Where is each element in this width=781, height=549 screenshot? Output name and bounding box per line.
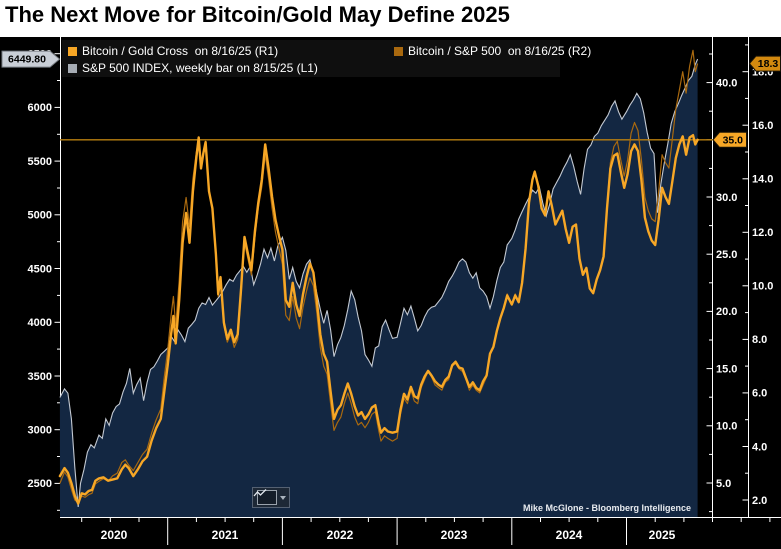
svg-text:30.0: 30.0: [716, 192, 737, 204]
svg-text:6449.80: 6449.80: [8, 54, 46, 66]
svg-text:2025: 2025: [649, 528, 676, 542]
last-value-tag-l1: 6449.80: [1, 50, 61, 68]
r2-axis: 18.016.014.012.010.08.06.04.02.0: [742, 44, 773, 507]
svg-text:2023: 2023: [441, 528, 468, 542]
line-chart-icon: [253, 489, 277, 505]
svg-text:2.0: 2.0: [752, 495, 767, 507]
legend-swatch: [394, 47, 403, 56]
legend-label: Bitcoin / Gold Cross on 8/16/25 (R1): [82, 44, 279, 58]
legend-swatch: [68, 47, 77, 56]
svg-text:6000: 6000: [28, 102, 52, 114]
svg-text:16.0: 16.0: [752, 120, 773, 132]
svg-text:25.0: 25.0: [716, 249, 737, 261]
chevron-down-icon[interactable]: [279, 495, 286, 500]
svg-text:18.3: 18.3: [758, 58, 779, 70]
svg-text:3000: 3000: [28, 425, 52, 437]
svg-text:2500: 2500: [28, 478, 52, 490]
svg-text:10.0: 10.0: [716, 421, 737, 433]
svg-text:2022: 2022: [327, 528, 354, 542]
legend-swatch: [68, 64, 77, 73]
page-title: The Next Move for Bitcoin/Gold May Defin…: [5, 2, 510, 27]
chart-type-button[interactable]: [252, 487, 290, 508]
attribution-text: Mike McGlone - Bloomberg Intelligence: [522, 503, 691, 513]
svg-text:12.0: 12.0: [752, 227, 773, 239]
svg-text:5.0: 5.0: [716, 478, 731, 490]
svg-text:15.0: 15.0: [716, 363, 737, 375]
btc-gold-line: [58, 133, 699, 505]
svg-text:2021: 2021: [212, 528, 239, 542]
chart-legend: Bitcoin / Gold Cross on 8/16/25 (R1) Bitc…: [62, 40, 591, 77]
svg-text:4500: 4500: [28, 263, 52, 275]
sp500-line: [59, 58, 699, 508]
svg-text:10.0: 10.0: [752, 281, 773, 293]
legend-item-l1[interactable]: S&P 500 INDEX, weekly bar on 8/15/25 (L1…: [68, 61, 318, 76]
svg-text:5500: 5500: [28, 156, 52, 168]
svg-text:4000: 4000: [28, 317, 52, 329]
legend-item-r1[interactable]: Bitcoin / Gold Cross on 8/16/25 (R1): [68, 44, 278, 59]
svg-text:5000: 5000: [28, 210, 52, 222]
sp500-area: [59, 59, 698, 517]
legend-item-r2[interactable]: Bitcoin / S&P 500 on 8/16/25 (R2): [394, 44, 591, 59]
x-axis: 2020 2021 2022 2023 2024 2025: [81, 517, 771, 545]
svg-text:3500: 3500: [28, 371, 52, 383]
svg-text:20.0: 20.0: [716, 306, 737, 318]
svg-text:4.0: 4.0: [752, 441, 767, 453]
svg-text:40.0: 40.0: [716, 77, 737, 89]
svg-text:2024: 2024: [556, 528, 583, 542]
svg-text:8.0: 8.0: [752, 334, 767, 346]
last-value-tag-r1: 35.0: [712, 131, 747, 148]
svg-text:6.0: 6.0: [752, 388, 767, 400]
legend-label: S&P 500 INDEX, weekly bar on 8/15/25 (L1…: [82, 61, 318, 75]
svg-text:14.0: 14.0: [752, 174, 773, 186]
svg-text:2020: 2020: [101, 528, 128, 542]
last-value-tag-r2: 18.3: [748, 55, 781, 72]
svg-text:35.0: 35.0: [723, 134, 744, 146]
legend-label: Bitcoin / S&P 500 on 8/16/25 (R2): [408, 44, 592, 58]
